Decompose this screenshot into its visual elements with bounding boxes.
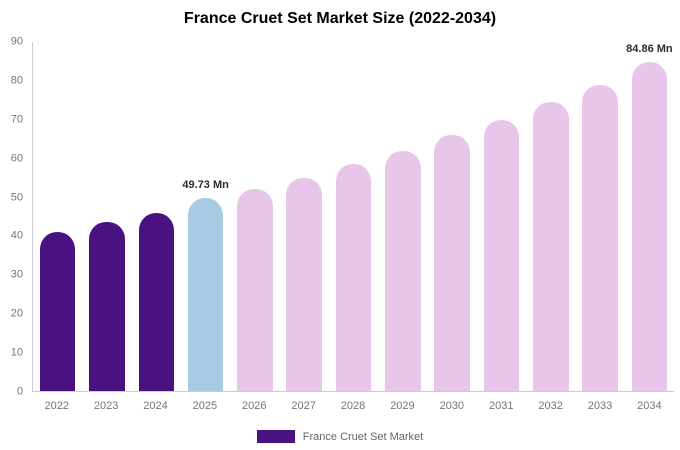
x-tick-label: 2029 <box>390 400 415 412</box>
legend: France Cruet Set Market <box>0 430 680 443</box>
y-tick-label: 70 <box>10 113 23 126</box>
bar-slot <box>82 42 131 391</box>
y-tick-label: 20 <box>10 307 23 320</box>
y-tick-label: 50 <box>10 191 23 204</box>
bar-2023 <box>89 222 125 391</box>
legend-swatch <box>256 430 295 443</box>
bar-slot <box>280 42 329 391</box>
bar-slot <box>575 42 624 391</box>
bar-slot: 84.86 Mn <box>625 42 674 391</box>
bar-slot <box>526 42 575 391</box>
bar-2024 <box>138 212 175 391</box>
bar-value-label: 49.73 Mn <box>182 179 229 192</box>
plot-area: 49.73 Mn 84.86 Mn <box>32 42 674 392</box>
y-axis: 0 10 20 30 40 50 60 70 80 90 <box>0 36 28 397</box>
bar-value-label: 84.86 Mn <box>626 42 673 55</box>
x-tick-label: 2025 <box>192 400 218 412</box>
bar-slot: 49.73 Mn <box>181 42 230 391</box>
x-tick-label: 2027 <box>291 400 316 412</box>
bar-2026 <box>237 189 273 391</box>
bar-slot <box>33 42 82 391</box>
y-tick-label: 60 <box>10 152 23 165</box>
bar-2031 <box>483 119 520 391</box>
bar-2030 <box>434 135 470 391</box>
x-tick-label: 2033 <box>587 400 613 412</box>
bar-2022 <box>39 232 76 391</box>
y-tick-label: 90 <box>10 35 23 48</box>
bar-2034: 84.86 Mn <box>626 43 673 391</box>
legend-label: France Cruet Set Market <box>302 430 424 443</box>
x-tick-label: 2022 <box>44 400 69 412</box>
x-tick-label: 2024 <box>143 400 168 412</box>
bar-2027 <box>286 177 322 391</box>
x-axis: 2022 2023 2024 2025 2026 2027 2028 2029 2030 2031… <box>32 398 674 414</box>
bar-2032 <box>533 102 569 391</box>
x-tick-label: 2028 <box>340 400 366 412</box>
chart-title: France Cruet Set Market Size (2022-2034) <box>183 10 497 27</box>
x-tick-label: 2030 <box>439 400 465 412</box>
y-tick-label: 0 <box>16 385 23 398</box>
bar-2025: 49.73 Mn <box>182 179 229 391</box>
bar-2033 <box>582 84 618 391</box>
y-tick-label: 30 <box>10 268 23 281</box>
x-tick-label: 2031 <box>488 400 514 412</box>
y-tick-label: 10 <box>10 346 23 359</box>
bar-slot <box>477 42 526 391</box>
x-tick-label: 2032 <box>538 400 563 412</box>
x-tick-label: 2026 <box>242 400 267 412</box>
y-tick-label: 80 <box>10 74 23 87</box>
bar-slot <box>428 42 477 391</box>
x-tick-label: 2034 <box>637 400 662 412</box>
bar-slot <box>230 42 279 391</box>
bar-2028 <box>335 164 372 391</box>
bar-slot <box>132 42 181 391</box>
bar-2029 <box>385 150 421 391</box>
bar-slot <box>378 42 427 391</box>
x-tick-label: 2023 <box>93 400 119 412</box>
y-tick-label: 40 <box>10 229 23 242</box>
bar-slot <box>329 42 378 391</box>
